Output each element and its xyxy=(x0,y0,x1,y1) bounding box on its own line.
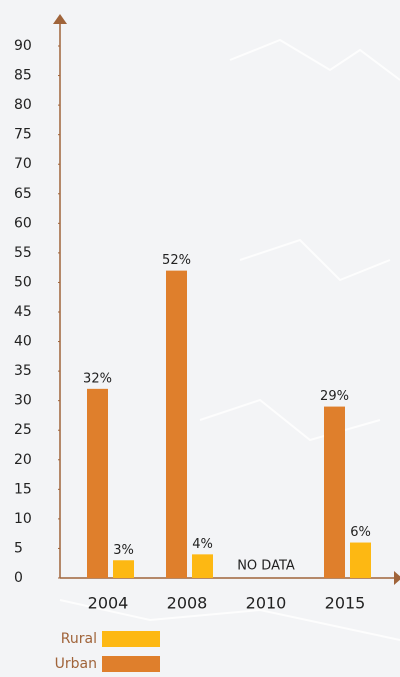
bar xyxy=(350,542,371,578)
value-label: 4% xyxy=(192,537,213,552)
value-label: 3% xyxy=(113,543,134,558)
legend-swatch xyxy=(102,631,160,647)
y-tick-label: 65 xyxy=(14,186,32,202)
bar xyxy=(192,554,213,578)
y-tick-label: 55 xyxy=(14,245,32,261)
bar xyxy=(87,388,108,578)
x-tick-label: 2008 xyxy=(167,594,208,613)
background-map xyxy=(59,38,400,641)
y-tick-label: 25 xyxy=(14,422,32,438)
value-label: 32% xyxy=(83,371,112,386)
x-tick-label: 2004 xyxy=(88,594,129,613)
y-tick-label: 35 xyxy=(14,363,32,379)
y-tick-label: 80 xyxy=(14,97,32,113)
y-tick-label: 30 xyxy=(14,393,32,409)
y-tick-label: 20 xyxy=(14,452,32,468)
bar xyxy=(166,270,187,578)
x-tick-label: 2015 xyxy=(325,594,366,613)
x-tick-label: 2010 xyxy=(246,594,287,613)
y-tick-label: 5 xyxy=(14,540,23,556)
y-tick-label: 70 xyxy=(14,156,32,172)
x-axis-arrow xyxy=(394,571,400,585)
bar xyxy=(113,560,134,578)
y-tick-label: 40 xyxy=(14,334,32,350)
y-tick-label: 10 xyxy=(14,511,32,527)
y-tick-label: 50 xyxy=(14,274,32,290)
legend-label: Urban xyxy=(55,656,97,672)
y-tick-label: 85 xyxy=(14,68,32,84)
y-axis-arrow xyxy=(53,14,67,24)
y-tick-label: 90 xyxy=(14,38,32,54)
value-label: 6% xyxy=(350,525,371,540)
annotation: NO DATA xyxy=(237,559,295,574)
value-label: 52% xyxy=(162,253,191,268)
y-tick-label: 15 xyxy=(14,481,32,497)
y-tick-label: 45 xyxy=(14,304,32,320)
legend-label: Rural xyxy=(61,631,97,647)
y-tick-label: 75 xyxy=(14,127,32,143)
y-tick-label: 0 xyxy=(14,570,23,586)
legend-swatch xyxy=(102,656,160,672)
y-tick-label: 60 xyxy=(14,215,32,231)
value-label: 29% xyxy=(320,389,349,404)
bar xyxy=(324,406,345,578)
